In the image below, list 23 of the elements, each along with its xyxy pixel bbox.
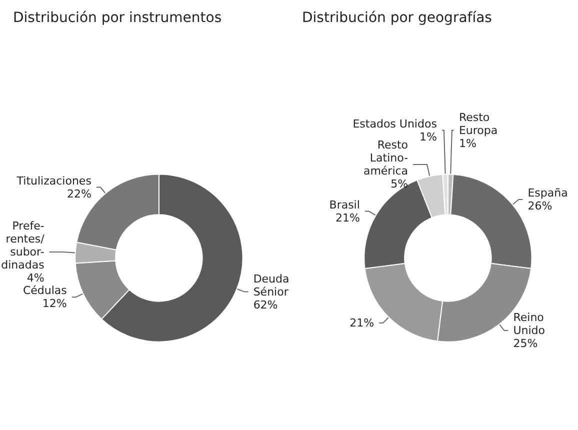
slice-label: Resto Europa: [458, 110, 498, 137]
data-label: 62%: [253, 298, 278, 312]
data-label: 25%: [513, 337, 538, 350]
slice-label: Cédulas: [22, 284, 68, 298]
slice-label: España: [528, 186, 568, 200]
data-label: 1%: [458, 136, 476, 150]
slice-label: Deuda Sénior: [253, 272, 290, 298]
data-label: 1%: [419, 130, 437, 144]
slice-label: Estados Unidos: [352, 117, 438, 130]
data-label: 26%: [528, 199, 552, 212]
slice-label: Brasil: [329, 198, 360, 212]
data-label: 12%: [42, 297, 67, 310]
chart-title: Distribución por instrumentos: [13, 10, 222, 26]
slice-label: Titulizaciones: [16, 174, 92, 188]
data-label: 22%: [66, 187, 92, 200]
data-label: 21%: [350, 316, 374, 330]
slice-label: Prefe- rentes/ subor- dinadas: [1, 219, 45, 272]
data-label: 4%: [26, 271, 44, 284]
data-label: 21%: [335, 211, 360, 224]
data-label: 5%: [390, 177, 408, 190]
slice-label: Resto Latino- américa: [363, 138, 408, 178]
chart-title: Distribución por geografías: [302, 10, 492, 26]
slice-label: Reino Unido: [513, 311, 546, 338]
